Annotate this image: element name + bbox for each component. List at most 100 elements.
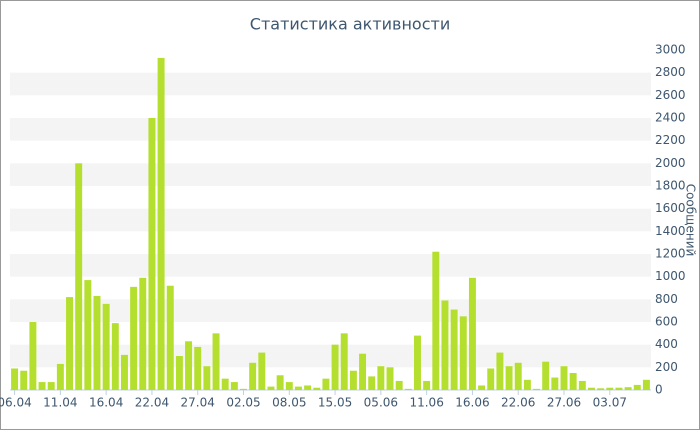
bar — [276, 375, 284, 390]
bar — [148, 118, 156, 390]
bar — [56, 363, 64, 390]
grid-band — [10, 208, 651, 232]
y-tick-label: 600 — [655, 315, 678, 329]
bar — [478, 385, 486, 390]
bar — [221, 378, 229, 390]
y-tick-label: 1000 — [655, 269, 686, 283]
bar — [587, 387, 595, 390]
bar — [359, 353, 367, 390]
bar — [203, 366, 211, 390]
bar — [185, 341, 193, 390]
bar — [11, 368, 19, 390]
bar — [505, 366, 513, 390]
y-tick-label: 1600 — [655, 201, 686, 215]
bar — [450, 309, 458, 390]
bar — [322, 378, 330, 390]
y-tick-label: 2800 — [655, 65, 686, 79]
x-tick-label: 22.06 — [501, 396, 535, 410]
bar — [66, 297, 74, 390]
bar — [93, 295, 101, 390]
y-tick-label: 2600 — [655, 88, 686, 102]
bar — [285, 382, 293, 390]
x-tick-label: 27.04 — [181, 396, 215, 410]
bar — [633, 384, 641, 390]
x-tick-label: 05.06 — [364, 396, 398, 410]
y-tick-label: 400 — [655, 337, 678, 351]
bar — [542, 361, 550, 390]
x-tick-label: 08.05 — [272, 396, 306, 410]
y-tick-label: 800 — [655, 292, 678, 306]
bar — [29, 322, 37, 390]
x-tick-label: 02.05 — [226, 396, 260, 410]
bar — [349, 370, 357, 390]
bar — [313, 387, 321, 390]
bar — [75, 163, 83, 390]
bar — [468, 277, 476, 390]
y-tick-label: 2200 — [655, 133, 686, 147]
bar — [578, 380, 586, 390]
bar — [377, 366, 385, 390]
y-tick-label: 3000 — [655, 43, 686, 57]
bar — [111, 323, 119, 390]
y-tick-label: 0 — [655, 383, 663, 397]
bar — [386, 367, 394, 390]
bar — [432, 251, 440, 390]
bar — [423, 380, 431, 390]
y-tick-label: 2000 — [655, 156, 686, 170]
bar — [102, 303, 110, 390]
grid-band — [10, 163, 651, 186]
bar — [533, 388, 541, 390]
chart-title: Статистика активности — [250, 15, 450, 34]
x-tick-label: 11.06 — [409, 396, 443, 410]
y-tick-label: 1800 — [655, 179, 686, 193]
y-tick-label: 1200 — [655, 247, 686, 261]
bar — [38, 382, 46, 390]
bar — [340, 333, 348, 390]
bar — [212, 333, 220, 390]
bar — [130, 286, 138, 390]
bar — [569, 373, 577, 390]
bar — [175, 356, 183, 390]
bar — [258, 352, 266, 390]
bar — [331, 344, 339, 390]
bar — [294, 386, 302, 390]
bar — [514, 362, 522, 390]
bar — [487, 368, 495, 390]
x-tick-label: 03.07 — [593, 396, 627, 410]
bar — [551, 377, 559, 390]
y-axis-title: Сообщений — [684, 184, 698, 257]
x-tick-label: 16.04 — [89, 396, 123, 410]
bar — [47, 382, 55, 390]
grid-band — [10, 118, 651, 141]
bar — [624, 387, 632, 390]
bar — [194, 346, 202, 390]
x-tick-label: 22.04 — [135, 396, 169, 410]
bar — [459, 316, 467, 390]
x-tick-label: 16.06 — [455, 396, 489, 410]
bar — [642, 379, 650, 390]
bar — [240, 388, 247, 390]
grid-band — [10, 254, 651, 277]
bar — [230, 382, 238, 390]
bar — [249, 362, 257, 390]
x-tick-label: 06.04 — [0, 396, 32, 410]
bar — [120, 354, 128, 390]
bar — [496, 352, 504, 390]
y-tick-label: 2400 — [655, 111, 686, 125]
bar — [523, 379, 531, 390]
x-tick-label: 11.04 — [43, 396, 77, 410]
bar — [597, 388, 605, 390]
bar — [267, 386, 275, 390]
y-tick-label: 200 — [655, 360, 678, 374]
grid-band — [10, 72, 651, 96]
bar — [560, 366, 568, 390]
x-tick-label: 27.06 — [547, 396, 581, 410]
bar — [606, 387, 614, 390]
bar — [304, 385, 312, 390]
bar — [615, 387, 623, 390]
bar — [166, 285, 174, 390]
bar — [157, 57, 165, 390]
x-tick-label: 15.05 — [318, 396, 352, 410]
bar — [395, 380, 403, 390]
